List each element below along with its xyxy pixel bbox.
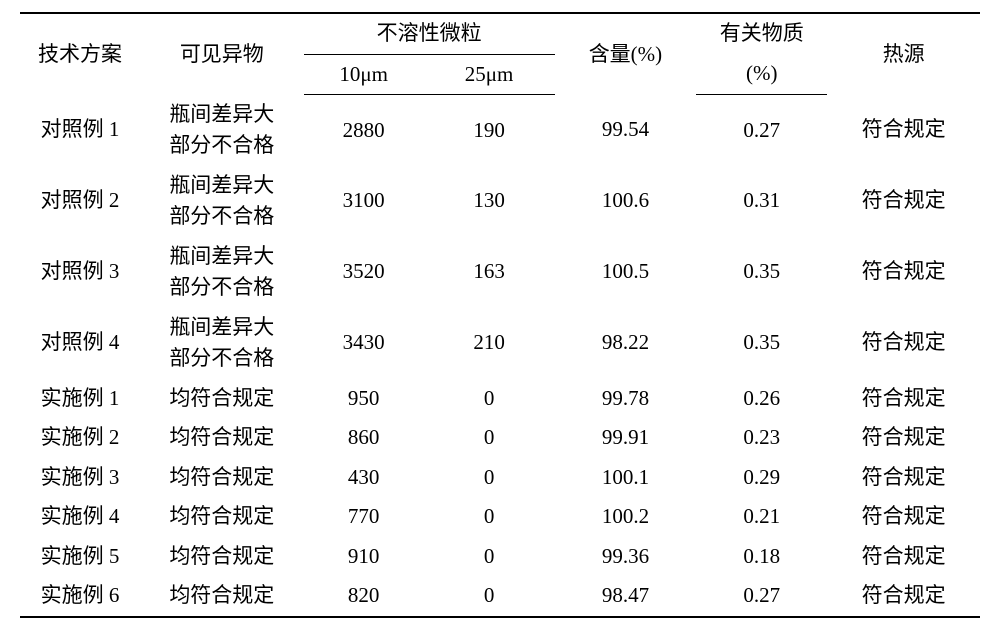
header-content: 含量(%) [555, 13, 697, 95]
header-related-top: 有关物质 [696, 13, 827, 54]
cell-p25: 0 [424, 418, 555, 458]
header-visible: 可见异物 [140, 13, 304, 95]
cell-p10: 770 [304, 497, 424, 537]
table-row: 对照例 2瓶间差异大部分不合格3100130100.60.31符合规定 [20, 166, 980, 237]
cell-related: 0.35 [696, 237, 827, 308]
cell-visible: 均符合规定 [140, 497, 304, 537]
cell-plan: 对照例 3 [20, 237, 140, 308]
cell-p10: 3100 [304, 166, 424, 237]
cell-plan: 对照例 1 [20, 95, 140, 166]
cell-p25: 0 [424, 458, 555, 498]
cell-p25: 190 [424, 95, 555, 166]
cell-heat: 符合规定 [827, 418, 980, 458]
table-row: 对照例 4瓶间差异大部分不合格343021098.220.35符合规定 [20, 308, 980, 379]
cell-content: 100.1 [555, 458, 697, 498]
cell-heat: 符合规定 [827, 308, 980, 379]
cell-visible: 瓶间差异大部分不合格 [140, 95, 304, 166]
cell-p10: 950 [304, 379, 424, 419]
cell-p25: 0 [424, 576, 555, 617]
cell-heat: 符合规定 [827, 458, 980, 498]
cell-related: 0.18 [696, 537, 827, 577]
cell-visible: 均符合规定 [140, 576, 304, 617]
cell-p25: 0 [424, 379, 555, 419]
cell-content: 100.5 [555, 237, 697, 308]
header-p10: 10μm [304, 54, 424, 95]
cell-plan: 实施例 3 [20, 458, 140, 498]
cell-related: 0.35 [696, 308, 827, 379]
cell-content: 99.91 [555, 418, 697, 458]
cell-p10: 2880 [304, 95, 424, 166]
cell-heat: 符合规定 [827, 237, 980, 308]
cell-related: 0.23 [696, 418, 827, 458]
cell-visible: 瓶间差异大部分不合格 [140, 166, 304, 237]
cell-p10: 430 [304, 458, 424, 498]
cell-p25: 130 [424, 166, 555, 237]
table-row: 实施例 2均符合规定860099.910.23符合规定 [20, 418, 980, 458]
cell-related: 0.31 [696, 166, 827, 237]
cell-content: 99.36 [555, 537, 697, 577]
cell-visible: 均符合规定 [140, 458, 304, 498]
cell-p10: 3520 [304, 237, 424, 308]
cell-heat: 符合规定 [827, 537, 980, 577]
header-plan: 技术方案 [20, 13, 140, 95]
table-row: 对照例 3瓶间差异大部分不合格3520163100.50.35符合规定 [20, 237, 980, 308]
cell-visible: 均符合规定 [140, 379, 304, 419]
cell-p25: 0 [424, 537, 555, 577]
table-row: 实施例 1均符合规定950099.780.26符合规定 [20, 379, 980, 419]
cell-plan: 实施例 5 [20, 537, 140, 577]
cell-p25: 210 [424, 308, 555, 379]
cell-visible: 瓶间差异大部分不合格 [140, 308, 304, 379]
cell-content: 99.78 [555, 379, 697, 419]
cell-p25: 0 [424, 497, 555, 537]
cell-p10: 820 [304, 576, 424, 617]
cell-p10: 3430 [304, 308, 424, 379]
cell-heat: 符合规定 [827, 379, 980, 419]
cell-heat: 符合规定 [827, 576, 980, 617]
cell-visible: 均符合规定 [140, 418, 304, 458]
cell-plan: 对照例 2 [20, 166, 140, 237]
header-p25: 25μm [424, 54, 555, 95]
cell-plan: 实施例 2 [20, 418, 140, 458]
header-heat: 热源 [827, 13, 980, 95]
cell-heat: 符合规定 [827, 166, 980, 237]
cell-content: 98.47 [555, 576, 697, 617]
cell-content: 98.22 [555, 308, 697, 379]
cell-heat: 符合规定 [827, 95, 980, 166]
cell-content: 100.6 [555, 166, 697, 237]
cell-plan: 实施例 1 [20, 379, 140, 419]
cell-visible: 瓶间差异大部分不合格 [140, 237, 304, 308]
data-table: 技术方案 可见异物 不溶性微粒 含量(%) 有关物质 热源 10μm 25μm … [20, 12, 980, 618]
cell-plan: 实施例 4 [20, 497, 140, 537]
header-particles: 不溶性微粒 [304, 13, 555, 54]
table-row: 实施例 6均符合规定820098.470.27符合规定 [20, 576, 980, 617]
table-row: 对照例 1瓶间差异大部分不合格288019099.540.27符合规定 [20, 95, 980, 166]
cell-p10: 910 [304, 537, 424, 577]
cell-p25: 163 [424, 237, 555, 308]
cell-content: 99.54 [555, 95, 697, 166]
cell-related: 0.27 [696, 95, 827, 166]
table-row: 实施例 3均符合规定4300100.10.29符合规定 [20, 458, 980, 498]
cell-plan: 实施例 6 [20, 576, 140, 617]
cell-related: 0.29 [696, 458, 827, 498]
table-row: 实施例 5均符合规定910099.360.18符合规定 [20, 537, 980, 577]
cell-p10: 860 [304, 418, 424, 458]
cell-related: 0.21 [696, 497, 827, 537]
cell-visible: 均符合规定 [140, 537, 304, 577]
table-row: 实施例 4均符合规定7700100.20.21符合规定 [20, 497, 980, 537]
cell-related: 0.26 [696, 379, 827, 419]
cell-heat: 符合规定 [827, 497, 980, 537]
header-related-bottom: (%) [696, 54, 827, 95]
cell-related: 0.27 [696, 576, 827, 617]
table-body: 对照例 1瓶间差异大部分不合格288019099.540.27符合规定对照例 2… [20, 95, 980, 617]
cell-plan: 对照例 4 [20, 308, 140, 379]
cell-content: 100.2 [555, 497, 697, 537]
